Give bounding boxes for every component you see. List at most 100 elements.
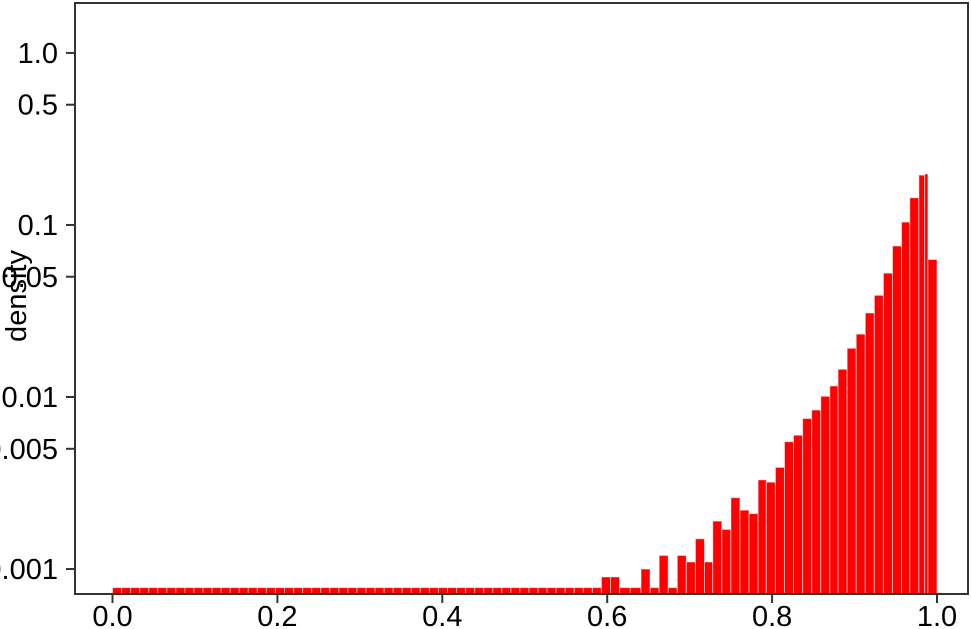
histogram-bar [610,576,621,594]
histogram-bar [130,587,141,594]
histogram-bar [356,587,367,594]
histogram-bar [519,587,530,594]
histogram-bar [793,434,804,595]
histogram-bar [837,368,848,594]
histogram-bar [901,221,911,594]
histogram-bar [193,587,204,594]
y-axis-tick-label: 0.01 [2,382,58,414]
histogram-bar [157,587,168,594]
histogram-bar [546,587,557,594]
histogram-bar [765,481,776,595]
histogram-bar [629,587,642,594]
histogram-bar [600,576,611,594]
y-axis-tick-label: 0.001 [0,554,58,586]
histogram-bar [811,409,822,594]
x-axis-tick-label: 0.0 [92,601,132,629]
histogram-bar [721,528,732,595]
histogram-bar [456,587,467,594]
histogram-bar [365,587,376,594]
histogram-bar [229,587,240,594]
histogram-bar [347,587,358,594]
histogram-bar [256,587,267,594]
histogram-bar [419,587,430,594]
histogram-bar [748,513,759,594]
histogram-bar [247,587,258,594]
histogram-bar [112,587,123,594]
x-axis-tick-label: 1.0 [917,601,957,629]
histogram-bar [537,587,548,594]
histogram-bar [320,587,331,594]
y-axis-tick-label: 0.1 [18,210,58,242]
y-axis-tick-label: 1.0 [18,38,58,70]
histogram-bar [293,587,304,594]
histogram-bar [685,561,696,594]
histogram-bar [882,272,893,594]
x-axis-tick-label: 0.2 [257,601,297,629]
histogram-bar [712,520,723,595]
y-axis-tick-label: 0.005 [0,434,58,466]
histogram-bar [220,587,231,594]
histogram-bar [918,174,926,594]
histogram-bar [184,587,195,594]
x-axis-tick-label: 0.8 [752,601,792,629]
plot-border [74,2,969,595]
histogram-bar [338,587,349,594]
histogram-bar [730,497,741,594]
histogram-bar [582,587,593,594]
histogram-bar [658,554,669,594]
histogram-bar [739,509,750,595]
histogram-bar [392,587,403,594]
histogram-bar [640,568,651,594]
histogram-bar [202,587,213,594]
histogram-bar [864,312,875,594]
histogram-bar [528,587,539,594]
histogram-bar [591,587,602,594]
histogram-bar [774,466,785,594]
histogram-bar [909,197,920,594]
histogram-bar [694,538,705,594]
histogram-bar [284,587,295,594]
histogram-bar [829,385,839,595]
histogram-bar [501,587,512,594]
histogram-bar [166,587,177,594]
histogram-bar [238,587,249,594]
histogram-bar [667,587,678,594]
histogram-bar [510,587,521,594]
histogram-bar [447,587,458,594]
histogram-bar [274,587,286,594]
histogram-bar [401,587,412,594]
histogram-bar [802,418,813,594]
histogram-bar [437,587,449,594]
histogram-bar [311,587,322,594]
x-axis-tick-label: 0.4 [422,601,462,629]
histogram-bar [555,587,566,594]
histogram-bar [410,587,421,594]
histogram-bar [148,587,159,594]
histogram-bar [428,587,439,594]
histogram-bar [483,587,494,594]
histogram-bar [492,587,503,594]
histogram-bar [703,561,714,594]
histogram-bar [329,587,340,594]
histogram-bar [927,258,938,594]
histogram-bar [783,441,795,595]
histogram-bar [573,587,584,594]
histogram-bar [374,587,385,594]
histogram-bar [211,587,222,594]
y-axis-title: density [1,250,33,342]
histogram-bar [619,587,631,594]
histogram-bar [820,395,831,595]
histogram-bar [139,587,150,594]
histogram-bar [891,245,903,594]
histogram-bar [846,347,857,594]
histogram-bar [649,587,660,594]
histogram-bar [855,333,866,594]
histogram-bar [121,587,132,594]
histogram-bar [757,479,767,594]
histogram-bar [302,587,313,594]
histogram-bar [465,587,476,594]
y-axis-tick-label: 0.05 [2,262,58,294]
histogram-bar [383,587,394,594]
y-axis-tick-label: 0.5 [18,90,58,122]
